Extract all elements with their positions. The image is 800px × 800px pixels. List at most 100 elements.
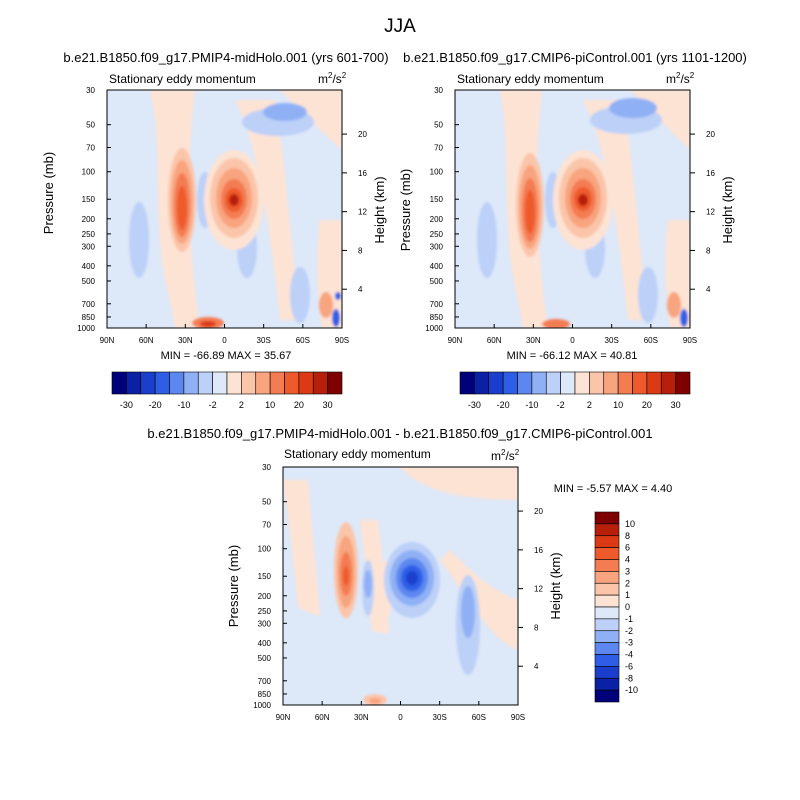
y-right-tick-label: 8 xyxy=(358,246,363,255)
colorbar-box xyxy=(154,371,170,395)
colorbar-label: 30 xyxy=(671,400,681,410)
y-tick-label: 200 xyxy=(258,592,272,601)
x-tick-label: 60N xyxy=(139,336,154,345)
y-tick-label: 70 xyxy=(434,144,443,153)
x-tick-label: 30N xyxy=(178,336,193,345)
y-right-tick-label: 16 xyxy=(706,169,715,178)
colorbar-label: -30 xyxy=(468,400,481,410)
y-right-tick-label: 4 xyxy=(706,285,711,294)
x-tick-label: 90S xyxy=(335,336,349,345)
colorbar-box xyxy=(594,594,620,608)
colorbar-label: -8 xyxy=(625,673,633,683)
colorbar-label: 10 xyxy=(613,400,623,410)
colorbar-label: -1 xyxy=(625,614,633,624)
colorbar-label: 1 xyxy=(625,590,630,600)
x-tick-label: 30S xyxy=(257,336,271,345)
colorbar-label: -2 xyxy=(557,400,565,410)
panel-2-axes: 3050701001502002503004005007008501000481… xyxy=(425,86,715,345)
y-tick-label: 850 xyxy=(258,690,272,699)
colorbar-label: -10 xyxy=(525,400,538,410)
x-tick-label: 90N xyxy=(100,336,115,345)
colorbar-box xyxy=(298,371,314,395)
colorbar-label: -2 xyxy=(209,400,217,410)
panel-3-stats: MIN = -5.57 MAX = 4.40 xyxy=(554,483,673,495)
colorbar-box xyxy=(589,371,605,395)
y-right-tick-label: 12 xyxy=(534,585,543,594)
colorbar-box xyxy=(459,371,475,395)
panel-3-ylabel-right: Height (km) xyxy=(548,552,563,619)
colorbar-label: -2 xyxy=(625,626,633,636)
colorbar-box xyxy=(241,371,257,395)
x-tick-label: 60S xyxy=(296,336,310,345)
x-tick-label: 30S xyxy=(433,713,447,722)
panel-3-title: b.e21.B1850.f09_g17.PMIP4-midHolo.001 - … xyxy=(147,426,652,441)
y-tick-label: 250 xyxy=(430,230,444,239)
panel-2-stats: MIN = -66.12 MAX = 40.81 xyxy=(507,350,638,362)
colorbar-box xyxy=(488,371,504,395)
colorbar-box xyxy=(545,371,561,395)
colorbar-box xyxy=(594,582,620,596)
colorbar-box xyxy=(594,630,620,643)
panel-3-ylabel: Pressure (mb) xyxy=(226,545,241,627)
colorbar-box xyxy=(126,371,142,395)
y-tick-label: 100 xyxy=(82,168,96,177)
colorbar-label: -10 xyxy=(625,685,638,695)
colorbar-panel-2: -30 -20 -10 -2 2 10 20 30 xyxy=(459,371,691,410)
panel-3-field xyxy=(283,467,518,705)
colorbar-box xyxy=(632,371,648,395)
colorbar-label: -10 xyxy=(177,400,190,410)
colorbar-label: 4 xyxy=(625,555,630,565)
panel-1-title: b.e21.B1850.f09_g17.PMIP4-midHolo.001 (y… xyxy=(63,50,388,65)
y-tick-label: 30 xyxy=(434,86,443,95)
y-tick-label: 70 xyxy=(86,144,95,153)
y-tick-label: 50 xyxy=(434,121,443,130)
y-right-tick-label: 20 xyxy=(706,130,715,139)
y-right-tick-label: 8 xyxy=(706,246,711,255)
y-tick-label: 850 xyxy=(430,313,444,322)
colorbar-box xyxy=(574,371,590,395)
y-right-tick-label: 16 xyxy=(358,169,367,178)
panel-1-ylabel-right: Height (km) xyxy=(372,176,387,243)
y-tick-label: 30 xyxy=(86,86,95,95)
colorbar-box xyxy=(594,654,620,667)
y-tick-label: 1000 xyxy=(253,701,271,710)
colorbar-box xyxy=(111,371,127,395)
y-tick-label: 700 xyxy=(430,300,444,309)
colorbar-box xyxy=(517,371,533,395)
colorbar-box xyxy=(169,371,185,395)
colorbar-box xyxy=(594,666,620,679)
colorbar-label: 20 xyxy=(294,400,304,410)
colorbar-box xyxy=(269,371,285,395)
panel-2-title: b.e21.B1850.f09_g17.CMIP6-piControl.001 … xyxy=(403,50,747,65)
colorbar-label: 20 xyxy=(642,400,652,410)
panel-2: b.e21.B1850.f09_g17.CMIP6-piControl.001 … xyxy=(398,50,747,362)
y-tick-label: 300 xyxy=(82,242,96,251)
colorbar-box xyxy=(594,535,620,548)
colorbar-label: 2 xyxy=(587,400,592,410)
y-tick-label: 700 xyxy=(258,677,272,686)
colorbar-label: 8 xyxy=(625,531,630,541)
colorbar-panel-1: -30 -20 -10 -2 2 10 20 30 xyxy=(111,371,343,410)
y-tick-label: 50 xyxy=(86,121,95,130)
y-tick-label: 500 xyxy=(82,277,96,286)
colorbar-box xyxy=(140,371,156,395)
colorbar-box xyxy=(594,547,620,560)
y-tick-label: 50 xyxy=(262,498,271,507)
panel-3-units: m2/s2 xyxy=(491,448,520,463)
colorbar-box xyxy=(617,371,633,395)
panel-3-subtitle: Stationary eddy momentum xyxy=(284,447,431,461)
colorbar-label: -20 xyxy=(149,400,162,410)
x-tick-label: 30N xyxy=(526,336,541,345)
colorbar-label: -20 xyxy=(497,400,510,410)
x-tick-label: 90S xyxy=(511,713,525,722)
x-tick-label: 0 xyxy=(222,336,227,345)
colorbar-label: 10 xyxy=(265,400,275,410)
y-tick-label: 70 xyxy=(262,521,271,530)
colorbar-label: 2 xyxy=(625,578,630,588)
colorbar-box xyxy=(327,371,343,395)
x-tick-label: 90N xyxy=(276,713,291,722)
x-tick-label: 90S xyxy=(683,336,697,345)
y-tick-label: 100 xyxy=(430,168,444,177)
